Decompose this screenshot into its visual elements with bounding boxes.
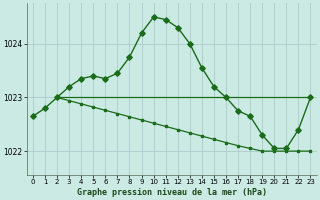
X-axis label: Graphe pression niveau de la mer (hPa): Graphe pression niveau de la mer (hPa) [77,188,267,197]
